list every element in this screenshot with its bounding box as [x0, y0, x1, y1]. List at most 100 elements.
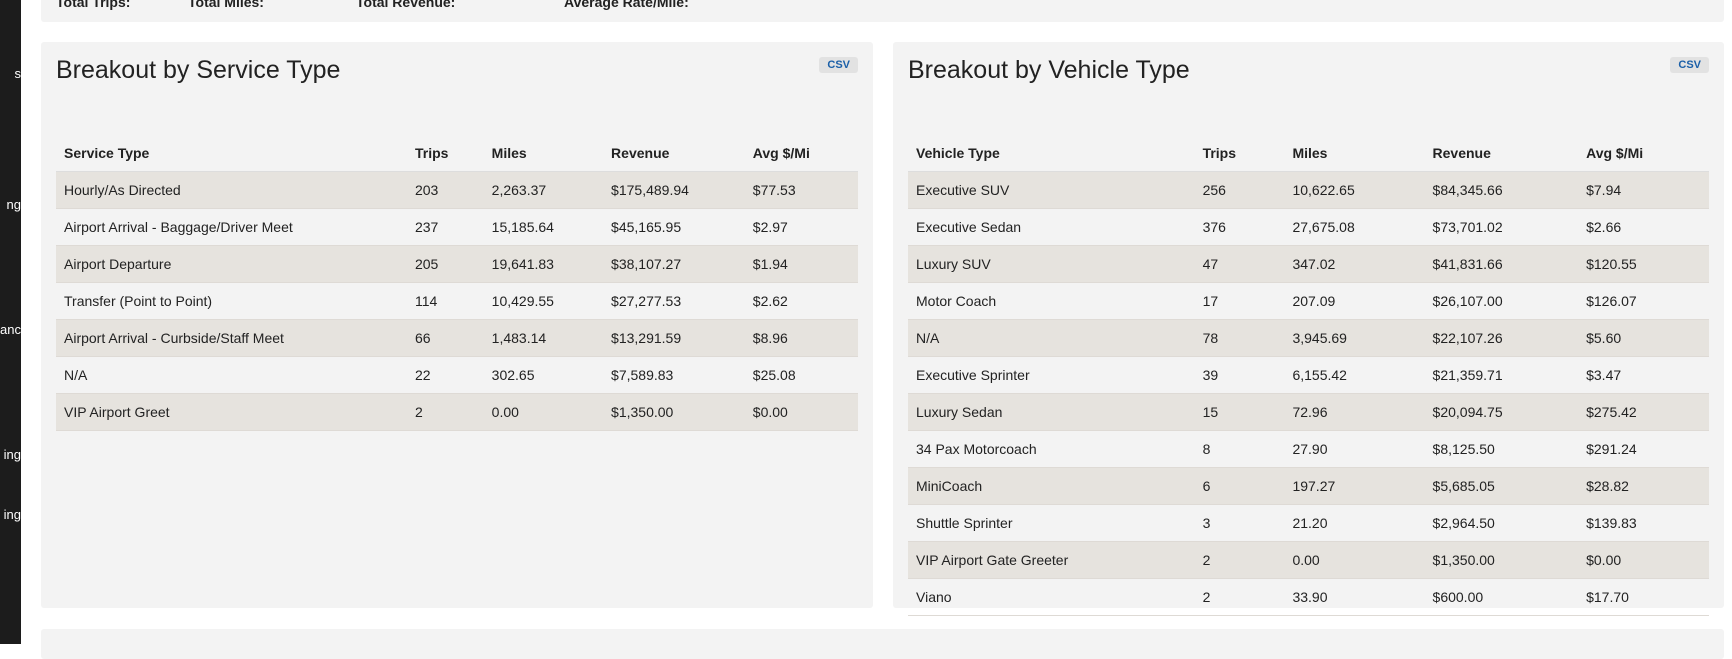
table-cell: $2.97	[744, 208, 858, 246]
sidebar-item[interactable]: ing	[3, 507, 21, 522]
sidebar-item[interactable]: tanc	[0, 322, 21, 337]
table-row: VIP Airport Greet 2 0.00 $1,350.00 $0.00	[56, 393, 858, 431]
sidebar-item[interactable]: ng	[6, 197, 21, 212]
table-cell: $175,489.94	[603, 171, 745, 209]
table-cell: Luxury Sedan	[908, 393, 1195, 431]
table-cell: $73,701.02	[1424, 208, 1579, 246]
table-cell: 34 Pax Motorcoach	[908, 430, 1195, 468]
table-cell: $7.94	[1578, 171, 1709, 209]
column-header: Service Type	[56, 134, 407, 172]
header-row: Service Type Trips Miles Revenue Avg $/Mi	[56, 134, 858, 172]
table-cell: Viano	[908, 578, 1195, 616]
table-cell: 114	[406, 282, 484, 320]
table-cell: $3.47	[1578, 356, 1709, 394]
column-header: Miles	[483, 134, 604, 172]
table-row: Luxury SUV 47 347.02 $41,831.66 $120.55	[908, 245, 1709, 283]
table-cell: $2.62	[744, 282, 858, 320]
table-row: N/A 78 3,945.69 $22,107.26 $5.60	[908, 319, 1709, 357]
table-cell: 2	[1194, 541, 1285, 579]
table-cell: 22	[406, 356, 484, 394]
table-cell: 2	[406, 393, 484, 431]
table-cell: 33.90	[1284, 578, 1425, 616]
table-cell: $120.55	[1578, 245, 1709, 283]
table-cell: Airport Departure	[56, 245, 407, 283]
breakout-panel: Breakout by Service Type CSV Service Type T…	[41, 42, 873, 608]
table-cell: $5.60	[1578, 319, 1709, 357]
table-cell: 237	[406, 208, 484, 246]
table-cell: 2	[1194, 578, 1285, 616]
table-cell: 27,675.08	[1284, 208, 1425, 246]
table-cell: 207.09	[1284, 282, 1425, 320]
table-cell: 347.02	[1284, 245, 1425, 283]
table-cell: Luxury SUV	[908, 245, 1195, 283]
table-row: Executive SUV 256 10,622.65 $84,345.66 $7.94	[908, 171, 1709, 209]
column-header: Revenue	[603, 134, 745, 172]
table-cell: 205	[406, 245, 484, 283]
table-cell: Shuttle Sprinter	[908, 504, 1195, 542]
table-cell: 2,263.37	[483, 171, 604, 209]
table-row: Executive Sprinter 39 6,155.42 $21,359.71 $3…	[908, 356, 1709, 394]
summary-label: Total Miles:	[188, 0, 264, 10]
table-cell: 376	[1194, 208, 1285, 246]
table-row: N/A 22 302.65 $7,589.83 $25.08	[56, 356, 858, 394]
summary-label: Total Trips:	[56, 0, 131, 10]
table-cell: Hourly/As Directed	[56, 171, 407, 209]
table-cell: 1,483.14	[483, 319, 604, 357]
panel-title: Breakout by Service Type	[56, 56, 341, 84]
csv-button[interactable]: CSV	[1670, 57, 1709, 73]
table-cell: VIP Airport Greet	[56, 393, 407, 431]
table-cell: 78	[1194, 319, 1285, 357]
sidebar-item[interactable]: ing	[3, 447, 21, 462]
table-cell: $1,350.00	[1424, 541, 1579, 579]
table-cell: 10,429.55	[483, 282, 604, 320]
table-row: Executive Sedan 376 27,675.08 $73,701.02 $2.…	[908, 208, 1709, 246]
column-header: Miles	[1284, 134, 1425, 172]
breakout-panel: Breakout by Vehicle Type CSV Vehicle Type T…	[893, 42, 1724, 616]
table-row: Viano 2 33.90 $600.00 $17.70	[908, 578, 1709, 616]
table-cell: 72.96	[1284, 393, 1425, 431]
table-cell: $84,345.66	[1424, 171, 1579, 209]
table-cell: $25.08	[744, 356, 858, 394]
table-cell: 0.00	[483, 393, 604, 431]
table-row: Motor Coach 17 207.09 $26,107.00 $126.07	[908, 282, 1709, 320]
table-cell: 47	[1194, 245, 1285, 283]
table-cell: $28.82	[1578, 467, 1709, 505]
table-cell: Airport Arrival - Curbside/Staff Meet	[56, 319, 407, 357]
table-cell: $22,107.26	[1424, 319, 1579, 357]
summary-label: Total Revenue:	[356, 0, 456, 10]
table-cell: 21.20	[1284, 504, 1425, 542]
table-cell: 39	[1194, 356, 1285, 394]
sidebar-item[interactable]: s	[14, 66, 22, 81]
column-header: Avg $/Mi	[744, 134, 858, 172]
table-cell: $126.07	[1578, 282, 1709, 320]
column-header: Trips	[1194, 134, 1285, 172]
panel-title: Breakout by Vehicle Type	[908, 56, 1190, 84]
table-cell: $17.70	[1578, 578, 1709, 616]
table-cell: Transfer (Point to Point)	[56, 282, 407, 320]
csv-button[interactable]: CSV	[819, 57, 858, 73]
table-cell: 15,185.64	[483, 208, 604, 246]
table-cell: 66	[406, 319, 484, 357]
column-header: Vehicle Type	[908, 134, 1195, 172]
table-cell: $38,107.27	[603, 245, 745, 283]
table-cell: $77.53	[744, 171, 858, 209]
summary-label: Average Rate/Mile:	[564, 0, 689, 10]
table-cell: $2,964.50	[1424, 504, 1579, 542]
table-cell: Executive Sedan	[908, 208, 1195, 246]
summary-panel: Total Trips: Total Miles: Total Revenue: Av…	[41, 0, 1724, 22]
table-cell: 19,641.83	[483, 245, 604, 283]
table-row: Transfer (Point to Point) 114 10,429.55 $27…	[56, 282, 858, 320]
table-cell: $600.00	[1424, 578, 1579, 616]
table-cell: $13,291.59	[603, 319, 745, 357]
table-cell: $7,589.83	[603, 356, 745, 394]
table-cell: $0.00	[1578, 541, 1709, 579]
table-cell: Executive SUV	[908, 171, 1195, 209]
table-cell: VIP Airport Gate Greeter	[908, 541, 1195, 579]
table-cell: $2.66	[1578, 208, 1709, 246]
table-cell: 3,945.69	[1284, 319, 1425, 357]
table-cell: $20,094.75	[1424, 393, 1579, 431]
table-cell: $26,107.00	[1424, 282, 1579, 320]
breakout-table: Service Type Trips Miles Revenue Avg $/Mi Hou…	[56, 134, 858, 431]
table-cell: N/A	[56, 356, 407, 394]
